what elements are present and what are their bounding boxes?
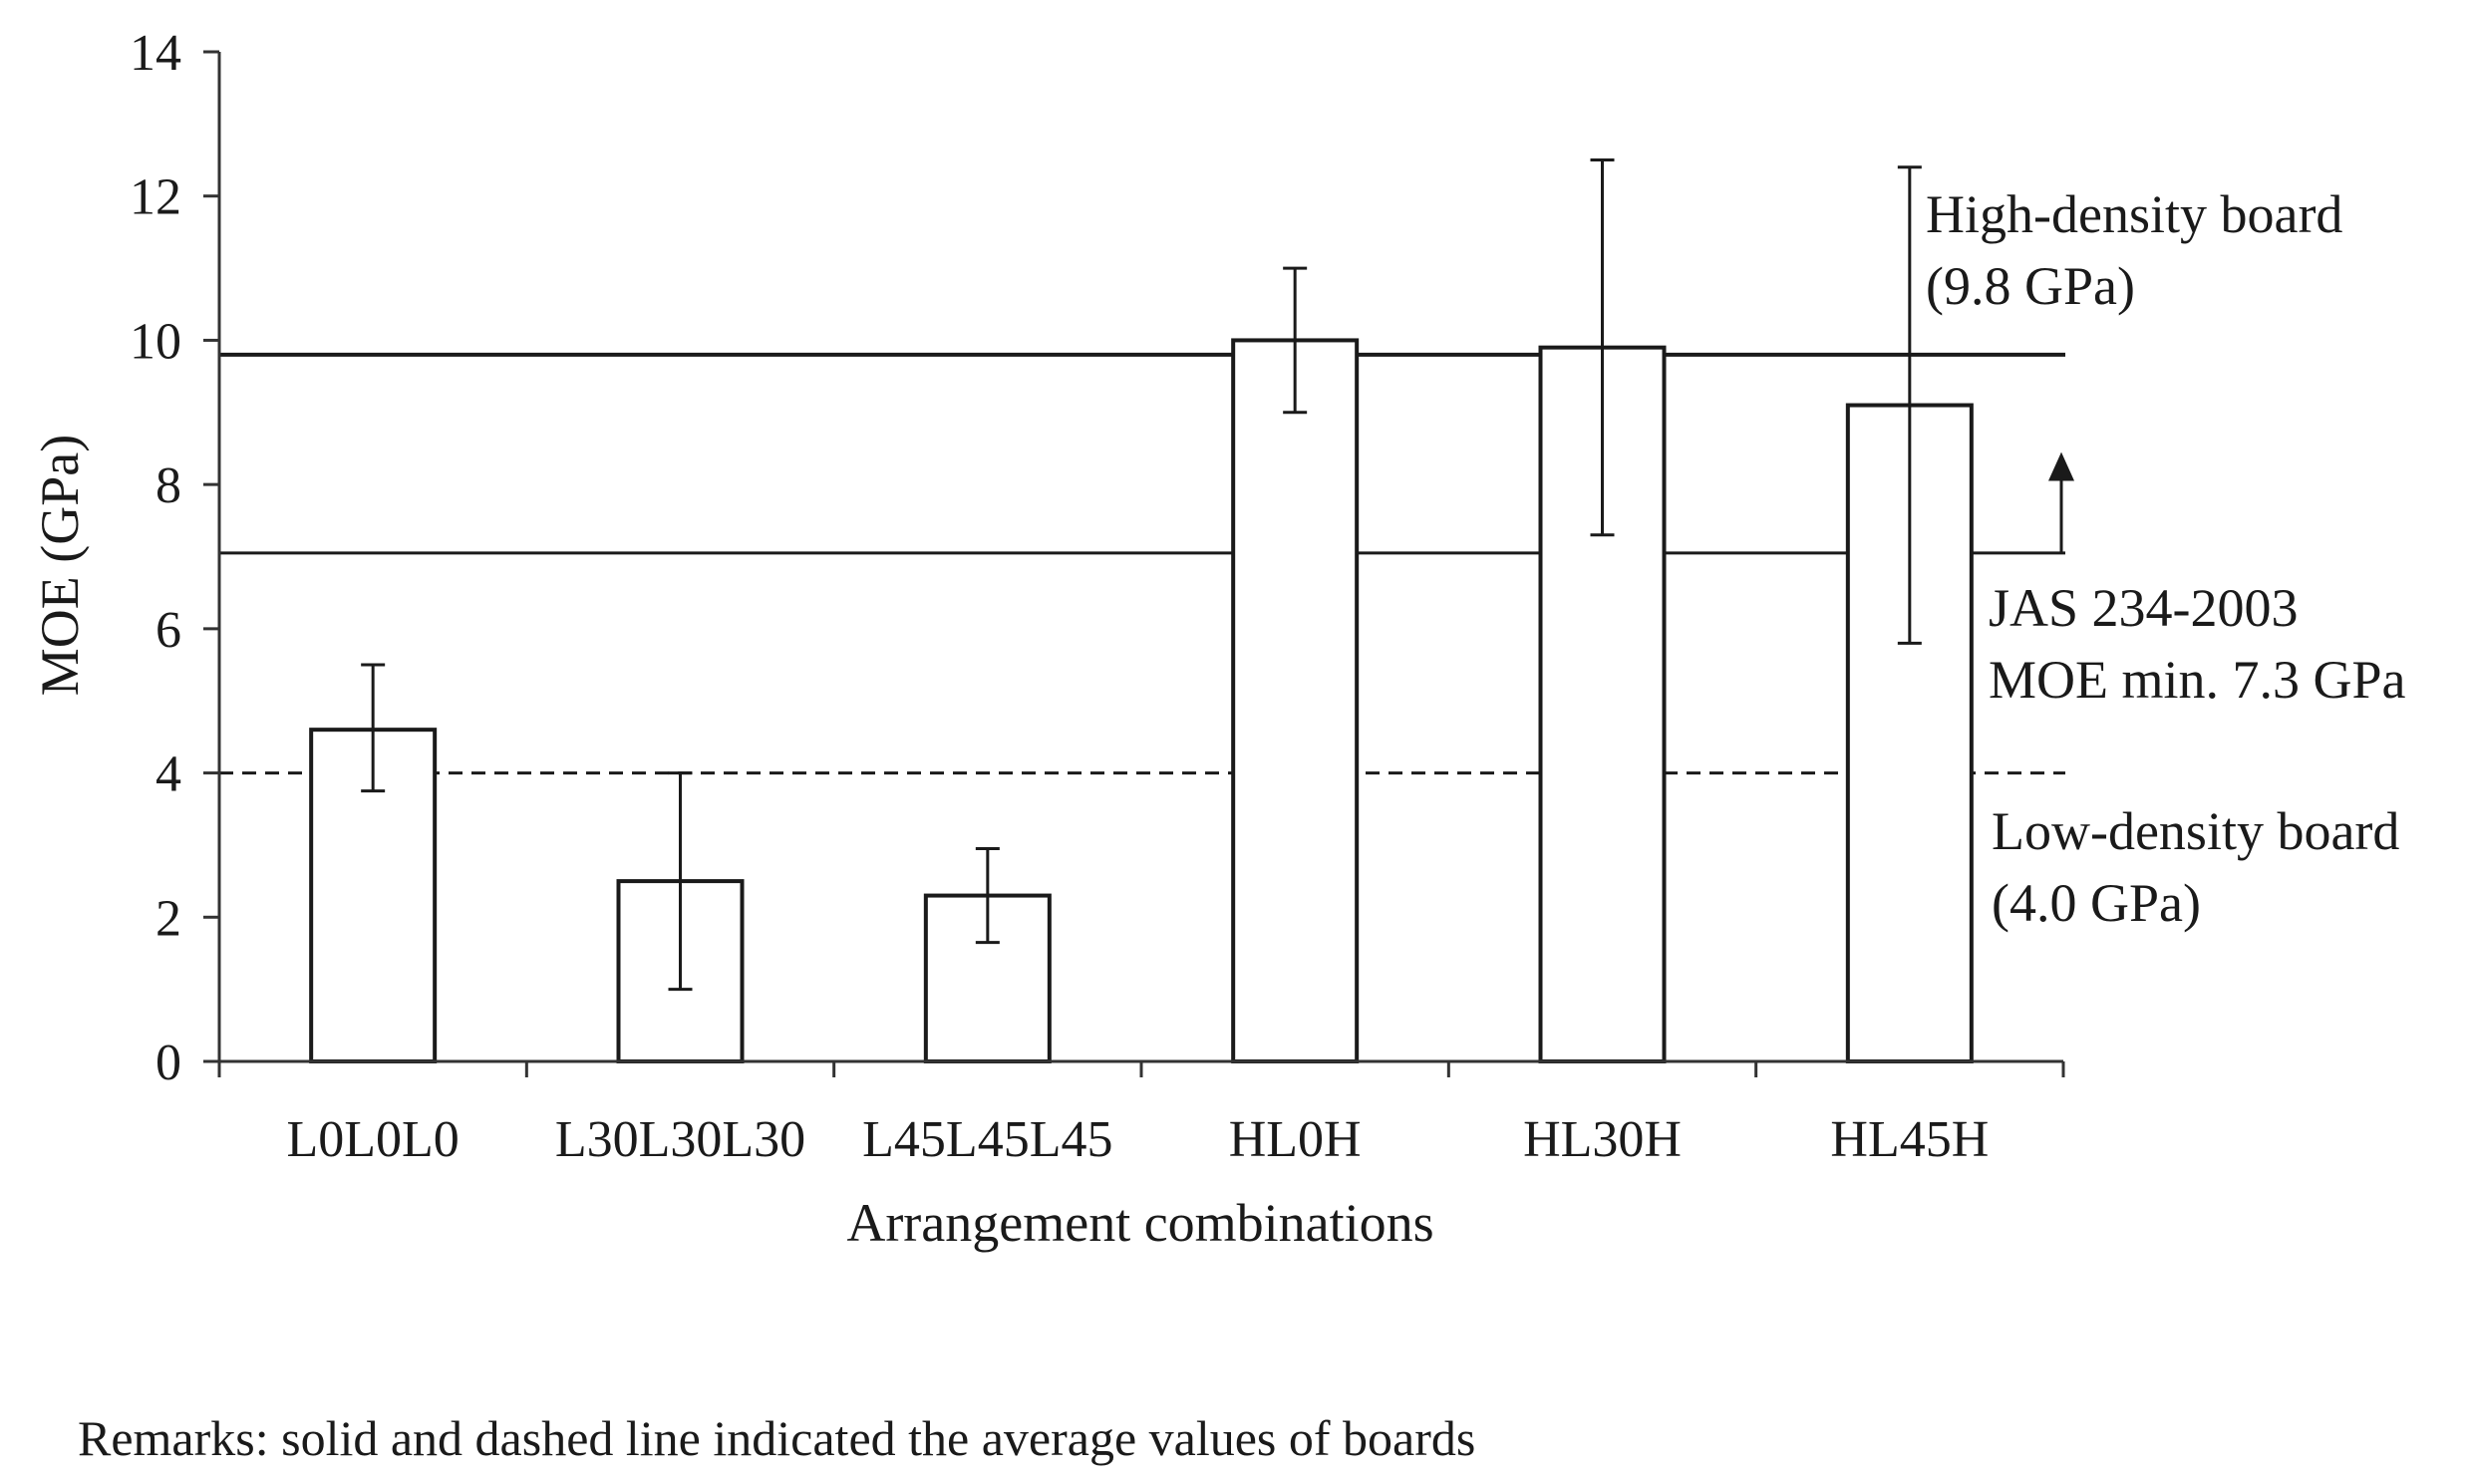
category-label-L45L45L45: L45L45L45: [862, 1111, 1112, 1168]
y-tick-label: 0: [155, 1035, 181, 1091]
y-tick-label: 8: [155, 457, 181, 514]
axes: [217, 52, 2065, 1077]
y-axis-title: MOE (GPa): [30, 435, 90, 696]
category-label-HL30H: HL30H: [1523, 1111, 1682, 1168]
annotation-high-density-line2: (9.8 GPa): [1926, 256, 2135, 316]
x-axis-title: Arrangement combinations: [846, 1193, 1433, 1253]
y-ticks: 0 2 4 6 8 10 12 14: [130, 25, 219, 1091]
annotation-jas-minimum-line2: MOE min. 7.3 GPa: [1989, 650, 2406, 710]
category-label-L30L30L30: L30L30L30: [555, 1111, 805, 1168]
arrow-up-icon: [2048, 451, 2074, 481]
category-label-L0L0L0: L0L0L0: [287, 1111, 460, 1168]
annotation-low-density-line2: (4.0 GPa): [1992, 873, 2201, 933]
category-labels: L0L0L0 L30L30L30 L45L45L45 HL0H HL30H HL45H: [287, 1111, 1990, 1168]
bar-HL0H: [1231, 338, 1360, 1063]
annotation-jas-minimum-line1: JAS 234-2003: [1989, 578, 2299, 638]
category-label-HL0H: HL0H: [1229, 1111, 1362, 1168]
category-label-HL45H: HL45H: [1830, 1111, 1989, 1168]
y-tick-label: 12: [130, 169, 181, 226]
y-tick-label: 10: [130, 313, 181, 370]
reference-lines: [219, 352, 2074, 775]
y-tick-label: 2: [155, 890, 181, 947]
y-tick-label: 6: [155, 602, 181, 659]
y-tick-label: 4: [155, 746, 181, 803]
annotation-high-density-line1: High-density board: [1926, 184, 2342, 244]
annotation-low-density-line1: Low-density board: [1992, 801, 2399, 861]
bars: [309, 338, 1974, 1064]
y-tick-label: 14: [130, 25, 181, 82]
error-bars: [361, 158, 1922, 992]
annotations: High-density board (9.8 GPa) JAS 234-2003 M…: [1926, 184, 2406, 933]
remarks-note: Remarks: solid and dashed line indicated…: [78, 1410, 1475, 1466]
